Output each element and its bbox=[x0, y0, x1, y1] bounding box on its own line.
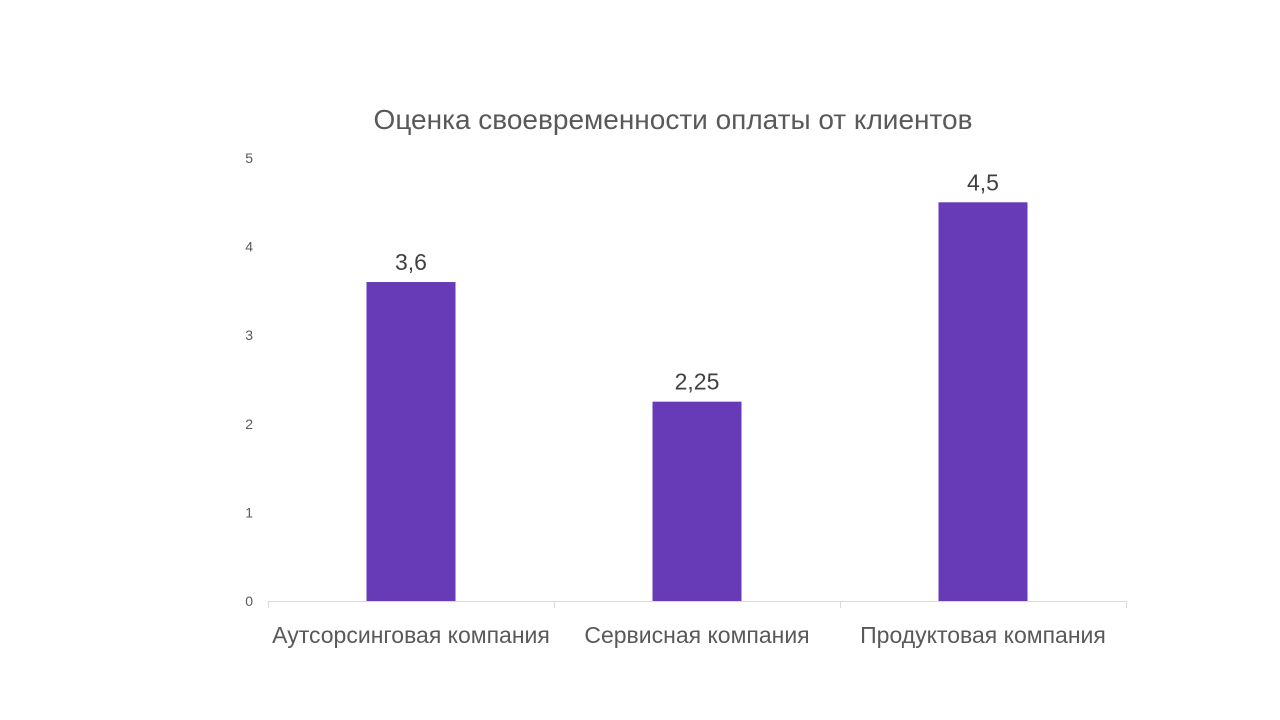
y-tick-label: 4 bbox=[245, 239, 253, 255]
bar bbox=[366, 282, 456, 601]
bar bbox=[938, 202, 1028, 602]
data-label: 2,25 bbox=[675, 369, 720, 395]
y-axis-ticks: 0 1 2 3 4 5 bbox=[245, 150, 253, 609]
category-label: Аутсорсинговая компания bbox=[272, 622, 550, 648]
category-labels: Аутсорсинговая компания Сервисная компани… bbox=[272, 622, 1106, 648]
bars bbox=[366, 202, 1028, 602]
data-labels: 3,6 2,25 4,5 bbox=[395, 169, 999, 394]
data-label: 4,5 bbox=[967, 169, 999, 195]
x-axis bbox=[268, 601, 1127, 608]
bar bbox=[652, 401, 742, 601]
category-label: Продуктовая компания bbox=[860, 622, 1106, 648]
y-tick-label: 0 bbox=[245, 593, 253, 609]
y-tick-label: 1 bbox=[245, 504, 253, 520]
y-tick-label: 5 bbox=[245, 150, 253, 166]
data-label: 3,6 bbox=[395, 249, 427, 275]
y-tick-label: 2 bbox=[245, 416, 253, 432]
chart-title: Оценка своевременности оплаты от клиенто… bbox=[373, 104, 973, 135]
category-label: Сервисная компания bbox=[584, 622, 809, 648]
y-tick-label: 3 bbox=[245, 327, 253, 343]
